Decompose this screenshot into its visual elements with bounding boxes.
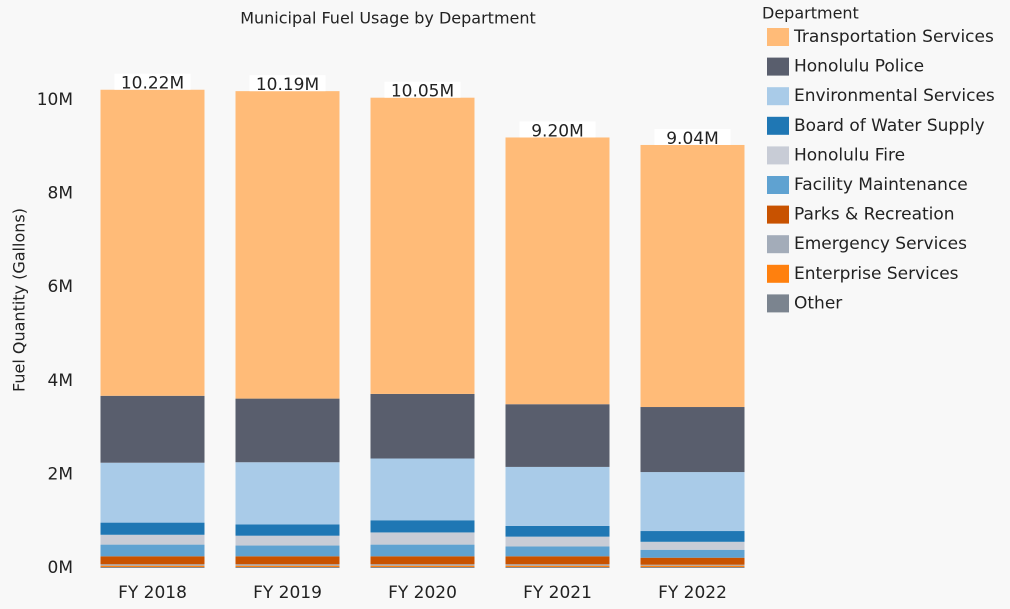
bar-segment bbox=[640, 144, 745, 408]
bar-segment bbox=[370, 97, 475, 394]
bar-segment bbox=[100, 556, 205, 565]
bar-segment bbox=[505, 404, 610, 467]
x-tick-label: FY 2019 bbox=[253, 583, 322, 603]
legend-label: Honolulu Fire bbox=[794, 145, 905, 165]
bar-segment bbox=[235, 556, 340, 565]
y-tick-label: 4M bbox=[48, 371, 73, 391]
legend-label: Facility Maintenance bbox=[794, 175, 968, 195]
bar-segment bbox=[505, 556, 610, 565]
y-tick-label: 8M bbox=[48, 184, 73, 204]
bar-segment bbox=[640, 407, 745, 473]
bar-segment bbox=[640, 472, 745, 532]
legend-label: Emergency Services bbox=[794, 234, 967, 254]
bar-segment bbox=[640, 565, 745, 568]
bar-segment bbox=[640, 541, 745, 550]
bar-segment bbox=[370, 544, 475, 557]
legend-label: Environmental Services bbox=[794, 86, 995, 106]
total-label: 9.20M bbox=[531, 121, 584, 141]
total-label: 9.04M bbox=[666, 129, 719, 149]
bar-segment bbox=[235, 564, 340, 566]
bar-segment bbox=[235, 535, 340, 546]
bar-segment bbox=[235, 91, 340, 399]
bar-segment bbox=[505, 137, 610, 405]
bar-segment bbox=[235, 524, 340, 536]
legend-label: Other bbox=[794, 293, 842, 313]
bar-segment bbox=[370, 567, 475, 568]
legend-label: Parks & Recreation bbox=[794, 205, 955, 225]
x-tick-label: FY 2020 bbox=[388, 583, 457, 603]
bar-segment bbox=[370, 564, 475, 566]
bar-segment bbox=[640, 567, 745, 568]
bar-segment bbox=[100, 565, 205, 568]
legend-swatch bbox=[767, 176, 789, 194]
bar-segment bbox=[100, 567, 205, 568]
bar-segment bbox=[100, 89, 205, 396]
legend-label: Transportation Services bbox=[793, 27, 994, 47]
bar-segment bbox=[640, 557, 745, 565]
bar-segment bbox=[100, 395, 205, 463]
bar-segment bbox=[235, 398, 340, 463]
y-axis-label: Fuel Quantity (Gallons) bbox=[10, 208, 29, 392]
y-tick-label: 0M bbox=[48, 558, 73, 578]
x-tick-label: FY 2022 bbox=[658, 583, 727, 603]
total-label-bg bbox=[114, 73, 191, 90]
total-label: 10.22M bbox=[121, 74, 184, 94]
y-tick-label: 6M bbox=[48, 277, 73, 297]
total-label-bg bbox=[249, 75, 326, 92]
bar-segment bbox=[235, 565, 340, 568]
legend-swatch bbox=[767, 116, 789, 135]
x-tick-label: FY 2018 bbox=[118, 583, 187, 603]
bar-segment bbox=[640, 549, 745, 558]
legend-swatch bbox=[767, 28, 789, 46]
bar-segment bbox=[370, 532, 475, 545]
bar-segment bbox=[505, 546, 610, 557]
legend-swatch bbox=[767, 146, 789, 165]
legend-swatch bbox=[767, 205, 789, 224]
legend-swatch bbox=[767, 87, 789, 106]
total-label-bg bbox=[384, 81, 461, 98]
total-label-bg bbox=[519, 121, 596, 138]
bar-segment bbox=[370, 556, 475, 565]
legend-label: Honolulu Police bbox=[794, 57, 924, 77]
bar-segment bbox=[100, 522, 205, 535]
bar-segment bbox=[505, 466, 610, 526]
chart-title: Municipal Fuel Usage by Department bbox=[240, 9, 536, 28]
legend-title: Department bbox=[762, 4, 859, 23]
bar-segment bbox=[505, 567, 610, 568]
bar-segment bbox=[370, 520, 475, 533]
bar-segment bbox=[505, 564, 610, 566]
legend-swatch bbox=[767, 264, 789, 283]
bar-segment bbox=[505, 525, 610, 537]
legend-swatch bbox=[767, 57, 789, 76]
bar-segment bbox=[505, 565, 610, 568]
total-label: 10.19M bbox=[256, 75, 319, 95]
bar-segment bbox=[100, 564, 205, 566]
bar-segment bbox=[640, 531, 745, 542]
bar-segment bbox=[100, 462, 205, 523]
total-label-bg bbox=[654, 128, 731, 145]
bar-segment bbox=[100, 544, 205, 557]
bar-segment bbox=[370, 458, 475, 521]
bar-segment bbox=[100, 534, 205, 545]
legend-label: Board of Water Supply bbox=[794, 116, 985, 136]
x-tick-label: FY 2021 bbox=[523, 583, 592, 603]
bar-segment bbox=[235, 567, 340, 568]
bar-segment bbox=[370, 393, 475, 459]
bar-segment bbox=[640, 564, 745, 566]
bar-segment bbox=[505, 536, 610, 547]
legend-swatch bbox=[767, 235, 789, 254]
y-tick-label: 2M bbox=[48, 464, 73, 484]
bar-segment bbox=[370, 565, 475, 568]
y-tick-label: 10M bbox=[37, 90, 73, 110]
bar-segment bbox=[235, 462, 340, 525]
legend-swatch bbox=[767, 294, 789, 313]
total-label: 10.05M bbox=[391, 82, 454, 102]
legend-label: Enterprise Services bbox=[794, 264, 959, 284]
bar-segment bbox=[235, 545, 340, 557]
